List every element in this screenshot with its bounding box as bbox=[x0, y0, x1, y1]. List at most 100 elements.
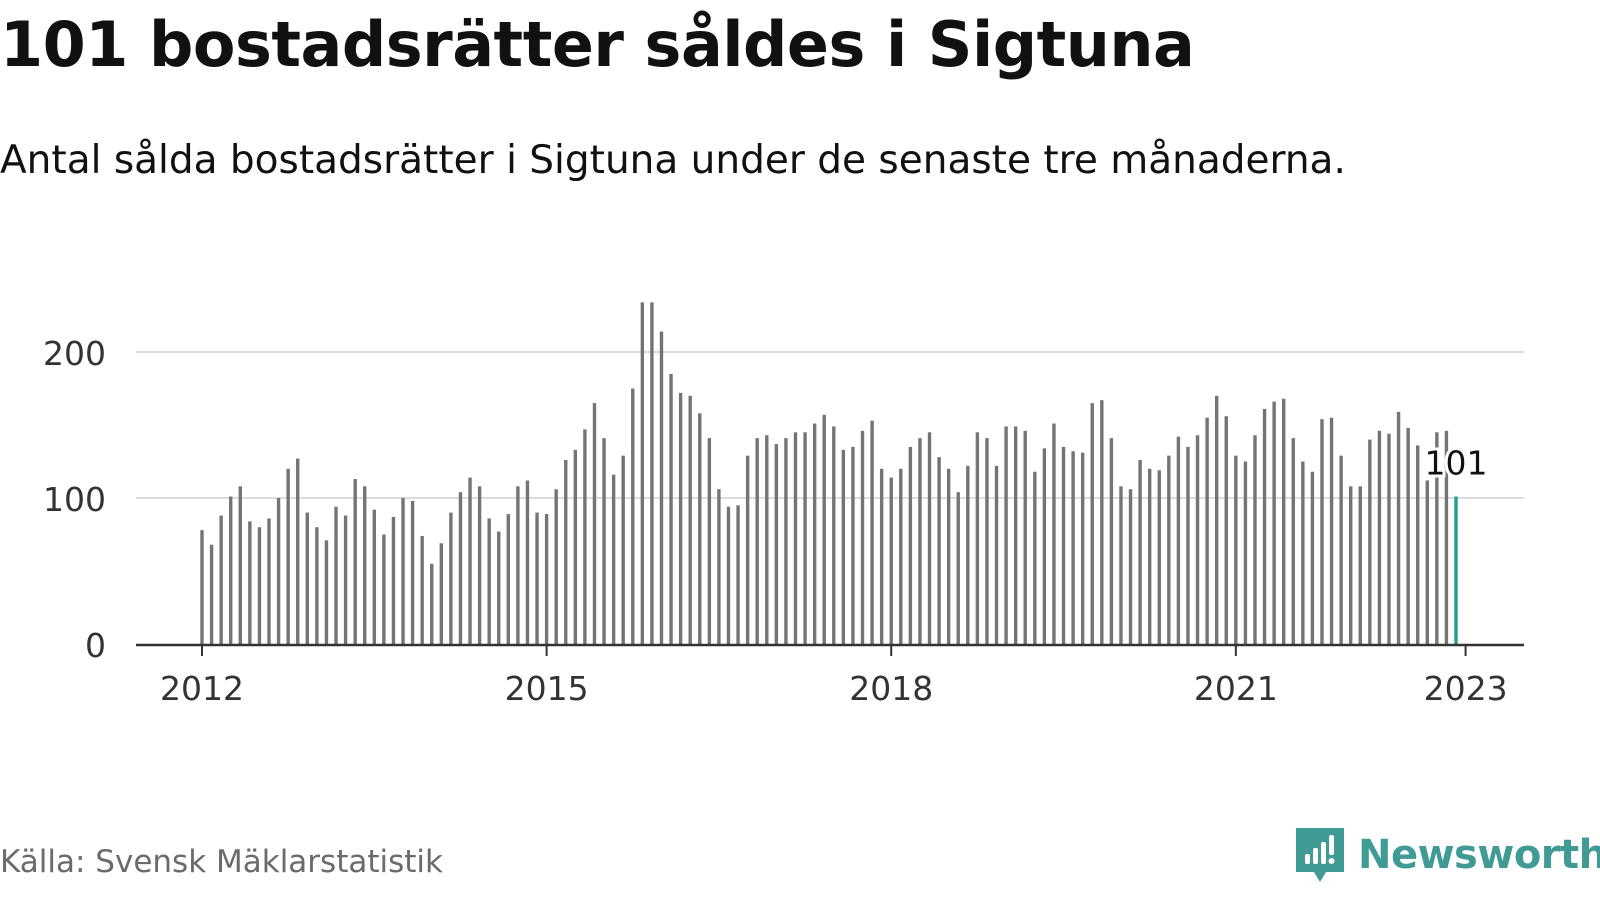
bar bbox=[1349, 486, 1353, 644]
bar bbox=[1128, 489, 1133, 644]
bar bbox=[439, 543, 444, 644]
bar bbox=[200, 530, 204, 644]
bar bbox=[631, 388, 635, 644]
bar bbox=[975, 432, 980, 644]
bar bbox=[908, 446, 913, 644]
bar bbox=[1262, 408, 1267, 644]
bar bbox=[1119, 486, 1123, 644]
bar bbox=[449, 512, 453, 644]
bar bbox=[1147, 468, 1152, 644]
bar bbox=[1281, 398, 1286, 644]
y-tick-label: 0 bbox=[85, 626, 106, 665]
bar bbox=[458, 492, 463, 644]
grid-lines bbox=[136, 351, 1524, 499]
bar bbox=[669, 373, 673, 644]
bar bbox=[477, 486, 482, 644]
bar bbox=[726, 506, 731, 644]
x-tick-label: 2023 bbox=[1424, 669, 1508, 708]
bar bbox=[209, 544, 214, 644]
bar bbox=[1377, 430, 1382, 644]
bar bbox=[1013, 426, 1018, 644]
bar bbox=[583, 429, 587, 644]
bar bbox=[468, 477, 472, 644]
y-axis-ticks: 0 100 200 bbox=[43, 334, 106, 665]
bar bbox=[879, 468, 884, 644]
bar bbox=[793, 432, 798, 644]
bar bbox=[822, 414, 826, 644]
bar bbox=[1387, 433, 1391, 644]
x-tick-label: 2018 bbox=[849, 669, 933, 708]
bar bbox=[353, 479, 357, 644]
bar bbox=[1214, 395, 1219, 644]
bar bbox=[860, 430, 865, 644]
bar bbox=[535, 512, 539, 644]
bar bbox=[602, 438, 606, 644]
bar bbox=[784, 438, 788, 644]
bar bbox=[257, 527, 262, 644]
bar bbox=[267, 518, 271, 644]
bar bbox=[1004, 426, 1008, 644]
bar bbox=[745, 455, 750, 644]
bar bbox=[564, 460, 568, 644]
brand-name: Newsworthy bbox=[1358, 832, 1600, 878]
bar-chart: 0 100 200 2012 2015 2018 2021 2023 101 bbox=[43, 302, 1524, 708]
bar bbox=[506, 514, 511, 644]
bar bbox=[966, 465, 970, 644]
bar bbox=[363, 486, 367, 644]
bar bbox=[851, 446, 855, 644]
bar bbox=[1195, 435, 1200, 644]
source-note: Källa: Svensk Mäklarstatistik bbox=[0, 844, 443, 880]
bar bbox=[420, 535, 424, 644]
bar bbox=[248, 521, 252, 644]
bar bbox=[1444, 430, 1449, 644]
x-tick-label: 2021 bbox=[1194, 669, 1278, 708]
bar bbox=[1243, 461, 1248, 644]
bar bbox=[276, 498, 281, 644]
bar bbox=[765, 435, 769, 644]
bar bbox=[1339, 455, 1343, 644]
bar bbox=[1042, 448, 1047, 644]
bar bbox=[1109, 438, 1114, 644]
bar bbox=[1406, 427, 1410, 644]
bar bbox=[832, 426, 836, 644]
bar bbox=[985, 438, 989, 644]
bar bbox=[1224, 416, 1228, 644]
bar bbox=[841, 449, 846, 644]
bar bbox=[296, 458, 300, 644]
bar bbox=[1291, 438, 1295, 644]
bar bbox=[1186, 446, 1190, 644]
bar bbox=[736, 505, 740, 644]
bar bbox=[688, 395, 692, 644]
bar bbox=[315, 527, 319, 644]
bar bbox=[286, 468, 290, 644]
bar bbox=[1023, 430, 1027, 644]
bar bbox=[1396, 411, 1401, 644]
bar bbox=[659, 331, 664, 644]
bar bbox=[1272, 401, 1276, 644]
bar bbox=[1100, 400, 1104, 644]
bar bbox=[1080, 452, 1085, 644]
bar bbox=[1234, 455, 1238, 644]
bar bbox=[1090, 403, 1094, 644]
page-title: 101 bostadsrätter såldes i Sigtuna bbox=[0, 8, 1195, 81]
bar bbox=[382, 534, 386, 644]
bar bbox=[774, 443, 779, 644]
newsworthy-logo-icon bbox=[1296, 828, 1344, 882]
bar bbox=[899, 468, 903, 644]
bar bbox=[410, 500, 415, 644]
bar bbox=[1033, 471, 1037, 644]
bar bbox=[650, 302, 654, 644]
page-subtitle: Antal sålda bostadsrätter i Sigtuna unde… bbox=[0, 138, 1346, 183]
brand-logo[interactable]: Newsworthy bbox=[1292, 826, 1600, 884]
bar bbox=[554, 489, 558, 644]
bar bbox=[430, 563, 434, 644]
x-axis-ticks: 2012 2015 2018 2021 2023 bbox=[160, 645, 1508, 708]
bar bbox=[707, 438, 712, 644]
bar bbox=[1301, 461, 1305, 644]
bars bbox=[200, 302, 1458, 644]
bar bbox=[1253, 435, 1257, 644]
bar bbox=[717, 489, 721, 644]
x-tick-label: 2012 bbox=[160, 669, 244, 708]
bar bbox=[1052, 423, 1056, 644]
bar bbox=[305, 512, 309, 644]
